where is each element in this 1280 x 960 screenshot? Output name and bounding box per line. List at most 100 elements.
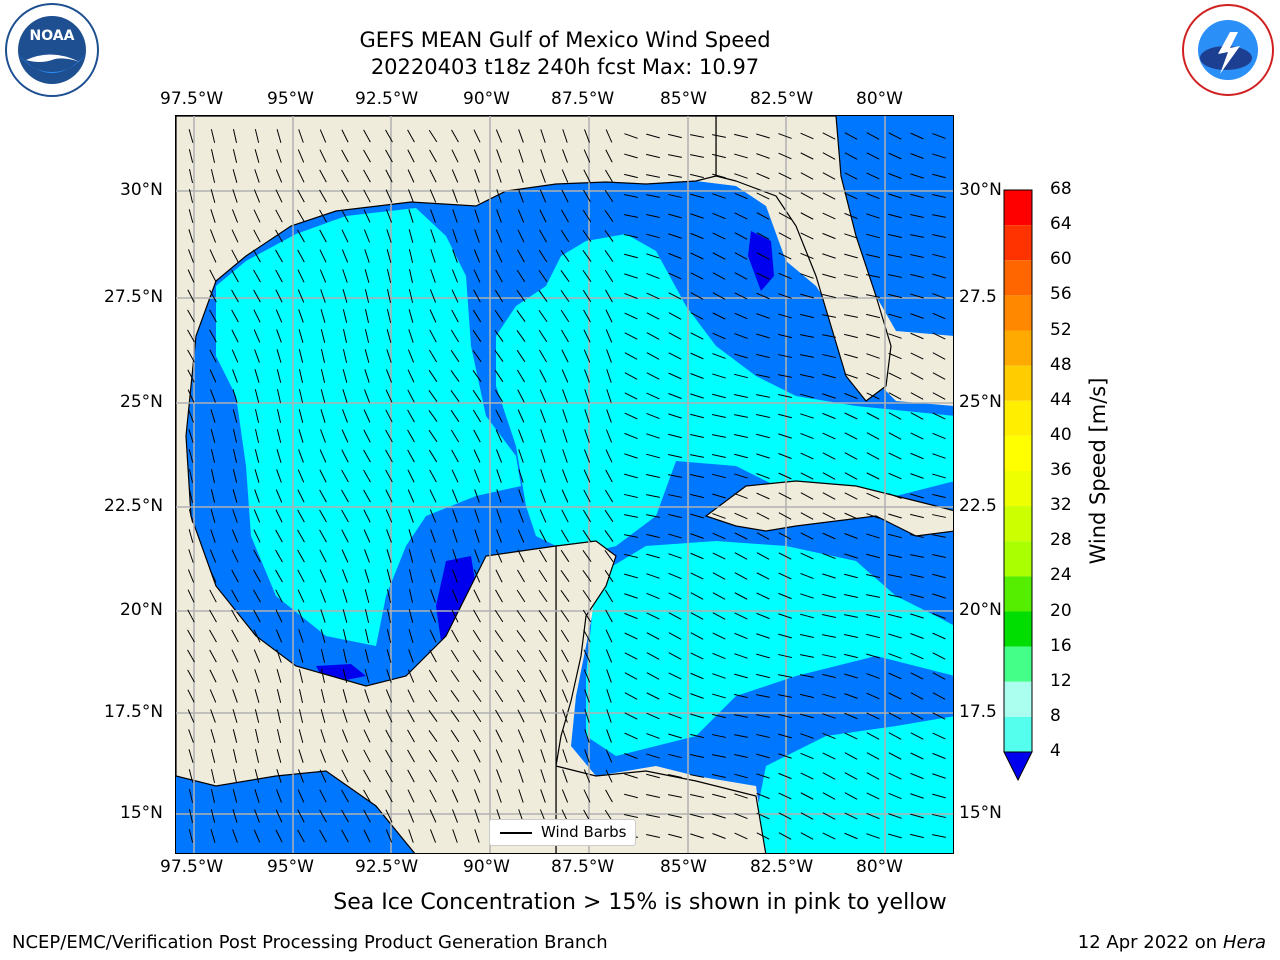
wind-barb xyxy=(800,313,814,319)
wind-barb xyxy=(800,393,814,399)
wind-barb xyxy=(232,489,238,503)
wind-barb xyxy=(363,489,371,503)
wind-barb xyxy=(778,733,792,739)
wind-barb xyxy=(712,713,726,719)
wind-barb xyxy=(668,692,682,700)
wind-barb xyxy=(452,229,458,243)
wind-barb xyxy=(516,269,526,283)
wind-barb xyxy=(188,469,194,483)
wind-barb xyxy=(297,269,305,283)
wind-barb xyxy=(319,469,327,483)
wind-barb xyxy=(494,309,504,323)
wind-barb xyxy=(604,209,614,223)
wind-barb xyxy=(429,169,437,183)
wind-barb xyxy=(538,249,548,263)
wind-barb xyxy=(690,754,704,758)
wind-barb xyxy=(866,313,880,319)
wind-barb xyxy=(231,289,239,303)
wind-barb xyxy=(910,513,924,519)
colorbar-cell xyxy=(1004,400,1032,436)
wind-barb xyxy=(451,129,459,143)
wind-barb xyxy=(210,829,216,843)
wind-barb xyxy=(734,212,748,220)
wind-barb xyxy=(364,329,370,343)
wind-barb xyxy=(341,149,349,163)
wind-barb xyxy=(253,269,261,283)
wind-barb xyxy=(646,652,660,660)
wind-barb xyxy=(734,773,748,779)
wind-barb xyxy=(756,592,770,600)
wind-barb xyxy=(275,829,283,843)
wind-barb xyxy=(407,669,415,683)
wind-barb xyxy=(341,449,349,463)
wind-barb xyxy=(605,169,613,183)
wind-barb xyxy=(494,369,504,383)
wind-barb xyxy=(276,329,282,343)
wind-barb xyxy=(429,829,437,843)
wind-barb xyxy=(866,752,880,760)
wind-barb xyxy=(778,354,792,358)
wind-barb xyxy=(888,132,902,140)
wind-barb xyxy=(540,449,546,463)
wind-barb xyxy=(756,512,770,520)
wind-barb xyxy=(778,272,792,280)
wind-barb xyxy=(253,209,261,223)
wind-barb xyxy=(232,169,238,183)
wind-barb xyxy=(584,429,590,443)
wind-barb xyxy=(646,632,660,640)
wind-barb xyxy=(429,289,437,303)
wind-barb xyxy=(690,652,704,660)
wind-barb xyxy=(319,189,327,203)
wind-barb xyxy=(560,609,570,623)
wind-barb xyxy=(428,389,438,403)
wind-barb xyxy=(822,772,836,780)
wind-barb xyxy=(712,632,726,640)
wind-barb xyxy=(276,449,282,463)
wind-barb xyxy=(822,314,836,318)
wind-barb xyxy=(386,329,392,343)
wind-barb xyxy=(341,489,349,503)
wind-barb xyxy=(800,354,814,358)
wind-barb xyxy=(386,649,392,663)
wind-barb xyxy=(298,709,304,723)
wind-barb xyxy=(800,772,814,780)
wind-barb xyxy=(408,289,414,303)
wind-barb xyxy=(232,449,238,463)
wind-barb xyxy=(560,549,570,563)
wind-barb xyxy=(210,749,216,763)
wind-barb xyxy=(866,452,880,460)
wind-barb xyxy=(495,549,503,563)
wind-barb xyxy=(646,573,660,579)
wind-barb xyxy=(605,609,613,623)
wind-barb xyxy=(866,513,880,519)
wind-barb xyxy=(822,613,836,619)
wind-barb xyxy=(800,654,814,658)
wind-barb xyxy=(210,729,216,743)
wind-barb xyxy=(495,589,503,603)
colorbar-cell xyxy=(1004,471,1032,507)
wind-barb xyxy=(560,629,570,643)
wind-barb xyxy=(253,569,261,583)
colorbar-cell xyxy=(1004,611,1032,647)
wind-barb xyxy=(646,233,660,239)
wind-barb xyxy=(363,429,371,443)
wind-barb xyxy=(800,252,814,260)
lat-tick-right: 25°N xyxy=(959,392,1002,412)
wind-barb xyxy=(910,752,924,760)
wind-barb xyxy=(562,749,568,763)
wind-barb xyxy=(646,312,660,320)
wind-barb xyxy=(624,652,638,660)
wind-barb xyxy=(778,512,792,520)
wind-barb xyxy=(298,749,304,763)
wind-barb xyxy=(932,214,946,218)
wind-barb xyxy=(583,669,591,683)
wind-barb xyxy=(320,689,326,703)
wind-barb xyxy=(342,329,348,343)
wind-barb xyxy=(452,569,458,583)
wind-barb xyxy=(320,429,326,443)
wind-barb xyxy=(910,452,924,460)
wind-barb xyxy=(451,149,459,163)
wind-barb xyxy=(866,333,880,339)
wind-barb xyxy=(342,309,348,323)
wind-barb xyxy=(646,372,660,380)
